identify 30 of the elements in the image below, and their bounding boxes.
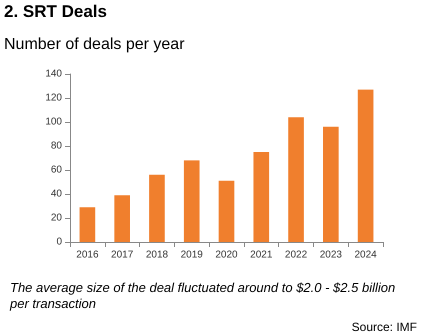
- y-tick-label: 80: [50, 140, 62, 152]
- bar: [149, 174, 165, 242]
- y-tick-label: 120: [45, 92, 62, 104]
- x-tick-label: 2017: [111, 250, 134, 260]
- text: The average size of the deal fluctuated around to $2.0 - $2.5 billion per transaction: [10, 280, 396, 312]
- x-tick-label: 2020: [215, 250, 238, 260]
- bar: [80, 207, 96, 242]
- y-tick-label: 20: [50, 212, 62, 224]
- bar: [184, 160, 200, 242]
- source-note: Source: IMF: [352, 320, 417, 334]
- x-tick-label: 2018: [146, 250, 169, 260]
- x-tick-label: 2019: [180, 250, 204, 260]
- bar: [253, 152, 270, 242]
- bar: [288, 117, 304, 242]
- y-tick-label: 100: [45, 116, 62, 128]
- x-tick-label: 2021: [250, 250, 273, 260]
- x-tick-label: 2024: [354, 250, 378, 260]
- x-tick-label: 2022: [284, 250, 308, 260]
- y-tick-label: 0: [56, 236, 62, 248]
- bar: [218, 180, 234, 242]
- x-tick-label: 2023: [320, 250, 342, 260]
- y-tick-label: 60: [50, 164, 62, 176]
- bar: [358, 90, 374, 242]
- x-tick-label: 2016: [76, 250, 99, 260]
- y-tick-label: 140: [45, 68, 62, 80]
- chart-subtitle: Number of deals per year: [4, 36, 185, 54]
- bar: [323, 126, 339, 242]
- bar: [114, 195, 130, 242]
- y-tick-label: 40: [50, 188, 62, 200]
- chart-title: 2. SRT Deals: [4, 2, 107, 22]
